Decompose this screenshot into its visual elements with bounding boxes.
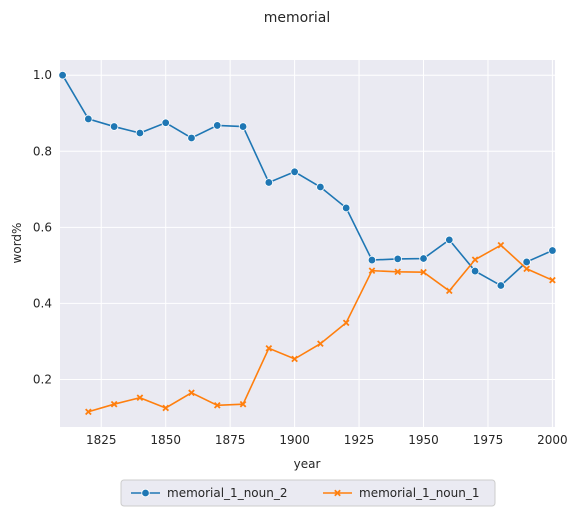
data-point-memorial_1_noun_1 [549,276,556,284]
data-point-memorial_1_noun_2 [161,118,170,127]
y-tick-label: 0.6 [33,220,52,234]
data-point-memorial_1_noun_2 [316,182,325,192]
legend-box [120,479,496,507]
data-point-memorial_1_noun_1 [317,340,324,348]
y-axis-label: word% [10,223,24,264]
data-point-memorial_1_noun_1 [497,241,505,249]
chart-title: memorial [264,10,331,26]
data-point-memorial_1_noun_2 [393,254,402,264]
data-point-memorial_1_noun_1 [85,408,92,416]
legend-marker-memorial_1_noun_1 [334,489,341,497]
y-tick-label: 0.4 [33,296,52,310]
data-point-memorial_1_noun_2 [187,133,196,143]
data-point-memorial_1_noun_1 [265,344,273,352]
legend-label-memorial_1_noun_1: memorial_1_noun_1 [359,486,480,500]
data-point-memorial_1_noun_1 [136,394,144,402]
data-point-memorial_1_noun_1 [291,355,298,363]
data-point-memorial_1_noun_2 [290,167,299,177]
data-point-memorial_1_noun_1 [420,268,427,276]
data-point-memorial_1_noun_1 [471,256,479,263]
legend-marker-memorial_1_noun_2 [141,488,150,498]
y-tick-label: 0.8 [33,144,52,158]
data-point-memorial_1_noun_2 [109,122,119,131]
data-point-memorial_1_noun_2 [84,114,93,124]
data-point-memorial_1_noun_2 [213,121,222,130]
data-point-memorial_1_noun_1 [162,404,170,412]
plot-area [60,60,555,427]
data-point-memorial_1_noun_2 [367,255,377,265]
data-point-memorial_1_noun_1 [368,267,376,275]
data-point-memorial_1_noun_1 [445,287,453,295]
data-point-memorial_1_noun_2 [522,257,531,267]
x-tick-label: 1850 [150,433,181,447]
x-tick-label: 2000 [537,433,568,447]
x-tick-label: 1975 [473,433,504,447]
x-tick-label: 1900 [279,433,310,447]
data-point-memorial_1_noun_2 [58,71,67,80]
x-axis-label: year [294,457,321,471]
x-tick-label: 1925 [344,433,375,447]
data-point-memorial_1_noun_2 [445,235,454,245]
data-point-memorial_1_noun_1 [239,400,247,408]
data-point-memorial_1_noun_1 [394,268,402,276]
data-point-memorial_1_noun_2 [341,203,351,213]
tick-labels: 1825 1850 1875 1900 1925 1950 1975 2000 0.2 0.4 0.… [33,68,568,447]
data-point-memorial_1_noun_1 [188,389,195,397]
y-tick-label: 1.0 [33,68,52,82]
y-tick-label: 0.2 [33,372,52,386]
data-point-memorial_1_noun_2 [264,178,274,187]
data-point-memorial_1_noun_2 [238,122,248,131]
data-point-memorial_1_noun_2 [548,246,557,255]
grid [60,60,555,427]
legend: memorial_1_noun_2 memorial_1_noun_1 [120,479,496,507]
data-point-memorial_1_noun_1 [110,400,118,408]
data-point-memorial_1_noun_2 [135,128,145,138]
data-point-memorial_1_noun_1 [342,319,350,327]
data-point-memorial_1_noun_2 [419,254,428,263]
x-tick-label: 1825 [86,433,117,447]
x-tick-label: 1950 [408,433,439,447]
x-tick-label: 1875 [215,433,246,447]
data-point-memorial_1_noun_1 [523,265,530,273]
data-point-memorial_1_noun_2 [470,266,480,276]
data-point-memorial_1_noun_1 [213,401,221,409]
series-layer [58,71,557,416]
legend-label-memorial_1_noun_2: memorial_1_noun_2 [167,486,288,500]
data-point-memorial_1_noun_2 [496,281,506,290]
